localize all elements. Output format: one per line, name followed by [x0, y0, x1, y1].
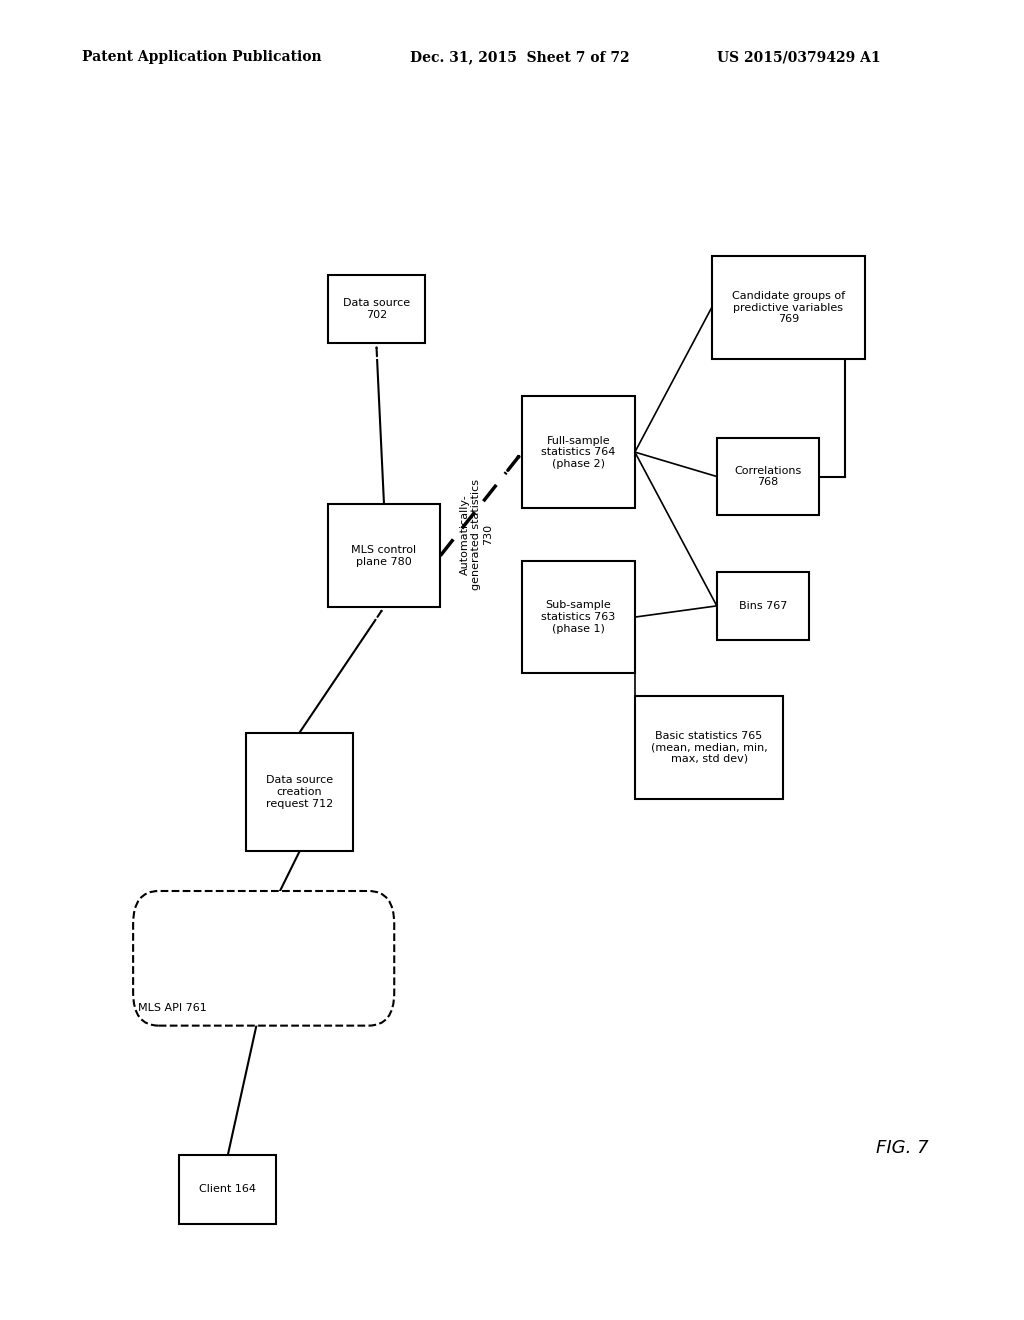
Text: MLS API 761: MLS API 761: [138, 1003, 207, 1014]
Text: Full-sample
statistics 764
(phase 2): Full-sample statistics 764 (phase 2): [542, 436, 615, 469]
Text: Patent Application Publication: Patent Application Publication: [82, 50, 322, 65]
Text: MLS control
plane 780: MLS control plane 780: [351, 545, 417, 566]
FancyBboxPatch shape: [522, 396, 635, 508]
FancyBboxPatch shape: [717, 438, 819, 515]
FancyBboxPatch shape: [717, 572, 809, 640]
FancyBboxPatch shape: [246, 733, 353, 851]
Text: Candidate groups of
predictive variables
769: Candidate groups of predictive variables…: [732, 290, 845, 325]
FancyBboxPatch shape: [133, 891, 394, 1026]
Text: Correlations
768: Correlations 768: [734, 466, 802, 487]
FancyBboxPatch shape: [522, 561, 635, 673]
FancyBboxPatch shape: [179, 1155, 276, 1224]
Text: Sub-sample
statistics 763
(phase 1): Sub-sample statistics 763 (phase 1): [542, 601, 615, 634]
Text: Client 164: Client 164: [200, 1184, 256, 1195]
Text: FIG. 7: FIG. 7: [876, 1139, 928, 1158]
FancyBboxPatch shape: [635, 696, 783, 799]
Text: Data source
creation
request 712: Data source creation request 712: [266, 775, 333, 809]
FancyBboxPatch shape: [712, 256, 865, 359]
Text: Dec. 31, 2015  Sheet 7 of 72: Dec. 31, 2015 Sheet 7 of 72: [410, 50, 629, 65]
Text: US 2015/0379429 A1: US 2015/0379429 A1: [717, 50, 881, 65]
FancyBboxPatch shape: [328, 275, 425, 343]
Text: Bins 767: Bins 767: [738, 601, 787, 611]
Text: Basic statistics 765
(mean, median, min,
max, std dev): Basic statistics 765 (mean, median, min,…: [650, 730, 768, 764]
Text: Data source
702: Data source 702: [343, 298, 410, 319]
Text: Automatically-
generated statistics
730: Automatically- generated statistics 730: [460, 479, 493, 590]
FancyBboxPatch shape: [328, 504, 440, 607]
